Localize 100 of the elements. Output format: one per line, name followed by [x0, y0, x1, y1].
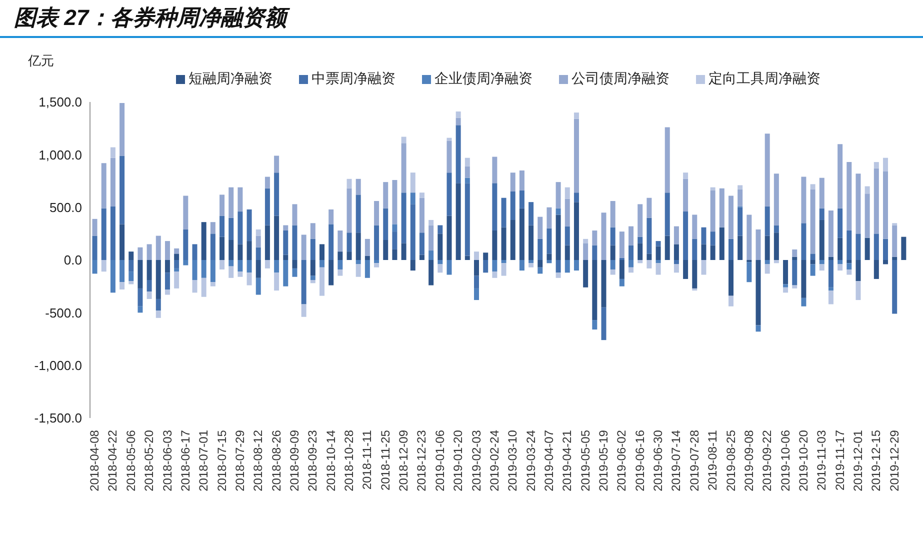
bar: [138, 247, 143, 260]
bar: [338, 269, 343, 276]
bar: [674, 264, 679, 273]
bar: [110, 147, 116, 158]
bar: [374, 263, 380, 268]
bar: [556, 272, 561, 278]
bar: [628, 226, 634, 246]
bar: [701, 244, 706, 260]
bar: [810, 254, 816, 260]
bar: [456, 125, 461, 184]
bar: [146, 280, 152, 292]
bar: [738, 189, 743, 206]
bar: [446, 138, 452, 141]
bar: [101, 208, 106, 260]
bar: [438, 234, 443, 260]
bar: [283, 260, 288, 286]
bar: [810, 264, 816, 276]
x-tick-label: 2018-09-23: [306, 430, 320, 492]
x-tick-label: 2019-06-16: [632, 430, 647, 492]
bar: [846, 162, 852, 231]
bar: [292, 204, 298, 226]
bar: [364, 256, 370, 260]
bar: [501, 260, 506, 264]
bar: [364, 238, 370, 256]
bar: [728, 260, 734, 296]
x-tick-label: 2019-02-24: [487, 430, 502, 492]
bar: [719, 188, 724, 228]
bar: [456, 111, 461, 118]
bar: [628, 267, 634, 273]
bar: [356, 264, 361, 277]
bar: [264, 176, 270, 188]
bar: [710, 245, 716, 260]
bar: [120, 282, 125, 290]
bar: [220, 260, 225, 270]
bar: [156, 298, 161, 311]
bar: [156, 260, 161, 299]
bar: [610, 269, 616, 275]
bar: [492, 260, 498, 272]
bar: [683, 178, 688, 212]
bar: [764, 236, 770, 260]
bar: [674, 244, 679, 260]
bar: [128, 252, 134, 260]
bar: [338, 230, 343, 252]
bar: [801, 260, 806, 298]
bar: [610, 201, 616, 228]
bar: [756, 229, 761, 260]
bar: [546, 207, 552, 228]
bar: [374, 225, 380, 260]
bar: [201, 260, 206, 278]
bar: [510, 172, 516, 192]
legend-label: 定向工具周净融资: [708, 70, 820, 88]
x-tick-label: 2019-12-29: [887, 430, 902, 492]
bar: [638, 236, 643, 244]
bar: [856, 281, 861, 300]
bar: [220, 236, 225, 260]
bar: [619, 232, 624, 258]
bar: [201, 222, 206, 260]
bar: [638, 243, 643, 260]
bar: [528, 260, 534, 264]
bar: [501, 227, 506, 260]
bar: [238, 187, 243, 212]
x-tick-label: 2019-11-17: [832, 430, 847, 490]
bar: [428, 260, 434, 286]
x-tick-label: 2018-10-14: [324, 430, 338, 492]
bar: [292, 225, 298, 260]
bar: [874, 168, 879, 234]
bar: [656, 246, 661, 260]
bar: [492, 272, 498, 278]
legend-label: 企业债周净融资: [434, 70, 532, 88]
bar: [819, 220, 824, 260]
bar: [220, 194, 225, 216]
bar: [792, 285, 798, 288]
bar: [246, 241, 252, 260]
bar: [801, 298, 806, 306]
bar: [764, 264, 770, 274]
bar: [301, 304, 306, 317]
bar: [538, 238, 543, 260]
bar: [828, 210, 834, 257]
bar: [110, 158, 116, 206]
bar: [828, 290, 834, 304]
bar: [474, 260, 480, 276]
bar: [156, 236, 161, 260]
bar: [192, 260, 198, 280]
bar: [356, 178, 361, 195]
y-tick-label: 1,500.0: [38, 94, 82, 110]
bar: [528, 202, 534, 226]
x-tick-label: 2019-08-25: [724, 430, 738, 492]
bar: [601, 307, 606, 340]
bar: [538, 260, 543, 268]
bar: [410, 192, 416, 204]
bar: [92, 260, 98, 274]
bar: [464, 158, 470, 166]
x-tick-label: 2019-05-19: [596, 430, 611, 492]
bar: [674, 260, 679, 264]
bar: [446, 140, 452, 173]
bar: [656, 260, 661, 264]
x-tick-label: 2019-12-15: [869, 430, 884, 492]
bar: [828, 287, 834, 291]
x-tick-label: 2019-01-20: [451, 430, 466, 492]
bar: [601, 212, 606, 260]
